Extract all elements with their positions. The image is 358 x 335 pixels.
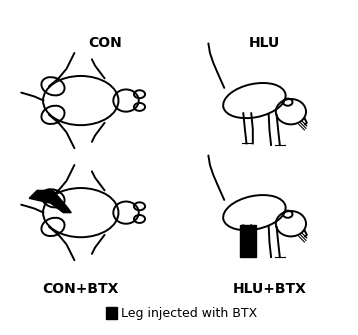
Text: CON+BTX: CON+BTX	[43, 282, 119, 296]
Polygon shape	[29, 190, 71, 213]
Bar	[106, 307, 117, 319]
Polygon shape	[240, 225, 256, 257]
Text: HLU: HLU	[249, 36, 280, 50]
Text: Leg injected with BTX: Leg injected with BTX	[121, 307, 258, 320]
Text: CON: CON	[89, 36, 122, 50]
Text: HLU+BTX: HLU+BTX	[232, 282, 306, 296]
